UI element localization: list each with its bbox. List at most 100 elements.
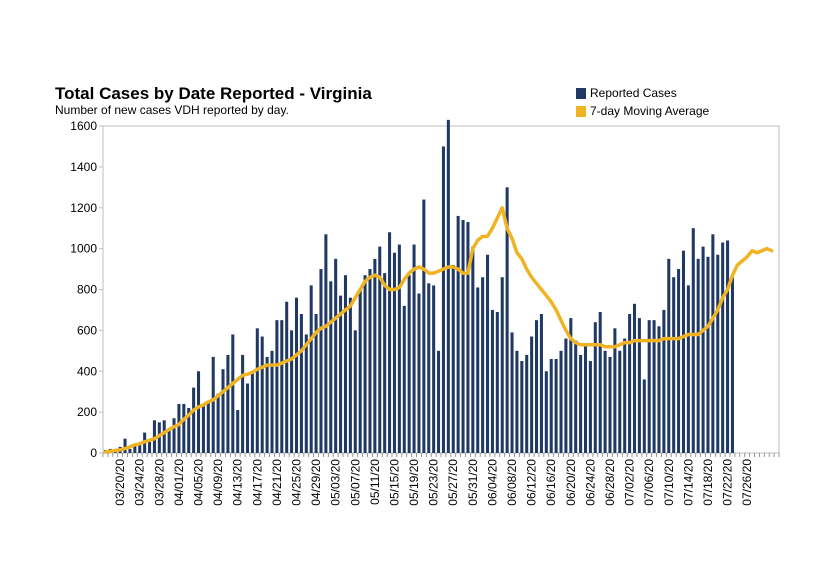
bar xyxy=(613,328,617,453)
bar xyxy=(265,356,269,453)
x-tick-label: 04/29/20 xyxy=(309,459,323,506)
bar xyxy=(294,297,299,453)
bar xyxy=(236,410,240,453)
bar xyxy=(681,250,685,453)
bar xyxy=(216,393,220,453)
bar xyxy=(510,332,514,453)
bar xyxy=(329,281,333,453)
bar xyxy=(167,428,171,453)
bar xyxy=(593,322,597,453)
bar xyxy=(637,318,641,453)
bar xyxy=(437,350,441,453)
bar xyxy=(730,277,734,453)
x-tick-label: 06/20/20 xyxy=(564,459,578,506)
bar xyxy=(441,146,445,453)
x-tick-label: 07/10/20 xyxy=(662,459,676,506)
bar xyxy=(579,354,583,453)
x-tick-label: 03/20/20 xyxy=(113,459,127,506)
bar xyxy=(353,330,357,453)
bar xyxy=(461,220,465,453)
bar xyxy=(383,273,387,453)
bar xyxy=(285,301,289,453)
bar xyxy=(201,403,205,453)
bar xyxy=(446,119,450,454)
bar xyxy=(162,420,166,453)
y-tick-label: 1200 xyxy=(70,201,97,215)
bar xyxy=(632,303,637,453)
bar xyxy=(505,187,509,453)
x-tick-label: 05/03/20 xyxy=(329,459,343,506)
bar xyxy=(422,199,426,453)
bar xyxy=(588,361,592,453)
bar xyxy=(172,418,176,453)
bar xyxy=(182,403,186,453)
bar xyxy=(525,354,529,453)
bar xyxy=(177,403,181,453)
bar xyxy=(701,246,705,453)
bar xyxy=(339,295,343,453)
x-tick-label: 05/15/20 xyxy=(387,459,401,506)
bar xyxy=(309,285,313,453)
bar xyxy=(334,258,338,453)
bar xyxy=(677,269,681,453)
bar xyxy=(554,358,558,453)
x-tick-label: 04/05/20 xyxy=(192,459,206,506)
bar xyxy=(314,314,318,453)
bar xyxy=(231,334,235,453)
x-tick-label: 06/16/20 xyxy=(544,459,558,506)
bar xyxy=(500,277,504,453)
bar xyxy=(397,244,401,453)
bar xyxy=(647,320,651,453)
bar xyxy=(672,277,676,453)
bar xyxy=(495,311,499,453)
x-tick-label: 05/19/20 xyxy=(407,459,421,506)
bar xyxy=(520,361,524,453)
x-tick-label: 07/06/20 xyxy=(642,459,656,506)
bar xyxy=(290,330,294,453)
bar xyxy=(211,356,215,453)
bar xyxy=(515,350,519,453)
bar xyxy=(255,328,259,453)
x-tick-label: 04/09/20 xyxy=(211,459,225,506)
chart-title: Total Cases by Date Reported - Virginia xyxy=(55,84,372,103)
x-tick-label: 04/13/20 xyxy=(231,459,245,506)
bar xyxy=(726,240,730,453)
bar xyxy=(427,283,431,453)
bar xyxy=(280,320,284,453)
bar xyxy=(157,422,161,453)
y-tick-label: 1400 xyxy=(70,160,97,174)
x-tick-label: 05/11/20 xyxy=(368,459,382,505)
x-tick-label: 04/25/20 xyxy=(289,459,303,506)
bar xyxy=(319,269,323,453)
legend-swatch-bars xyxy=(576,87,586,99)
bar xyxy=(691,228,695,453)
x-tick-label: 05/27/20 xyxy=(446,459,460,506)
bar xyxy=(539,314,543,453)
bar xyxy=(275,320,279,453)
bar xyxy=(304,334,308,453)
bar xyxy=(363,275,367,453)
y-tick-label: 600 xyxy=(77,323,97,337)
bar xyxy=(706,256,710,453)
bar xyxy=(716,254,720,453)
bar xyxy=(456,215,460,453)
bar xyxy=(407,275,411,453)
x-tick-label: 03/24/20 xyxy=(133,459,147,506)
bar xyxy=(657,326,661,453)
legend-item-reported-cases: Reported Cases xyxy=(576,86,677,100)
x-tick-label: 06/04/20 xyxy=(485,459,499,506)
bar xyxy=(559,350,563,453)
x-tick-label: 04/17/20 xyxy=(250,459,264,506)
bar xyxy=(662,309,666,453)
chart-subtitle: Number of new cases VDH reported by day. xyxy=(55,103,289,117)
bar xyxy=(451,264,455,453)
bar xyxy=(569,318,573,453)
bar xyxy=(696,258,700,453)
x-tick-label: 07/02/20 xyxy=(623,459,637,506)
bar xyxy=(667,258,671,453)
bar xyxy=(348,297,352,453)
bar xyxy=(583,344,588,453)
bar xyxy=(241,354,245,453)
bar xyxy=(618,350,622,453)
